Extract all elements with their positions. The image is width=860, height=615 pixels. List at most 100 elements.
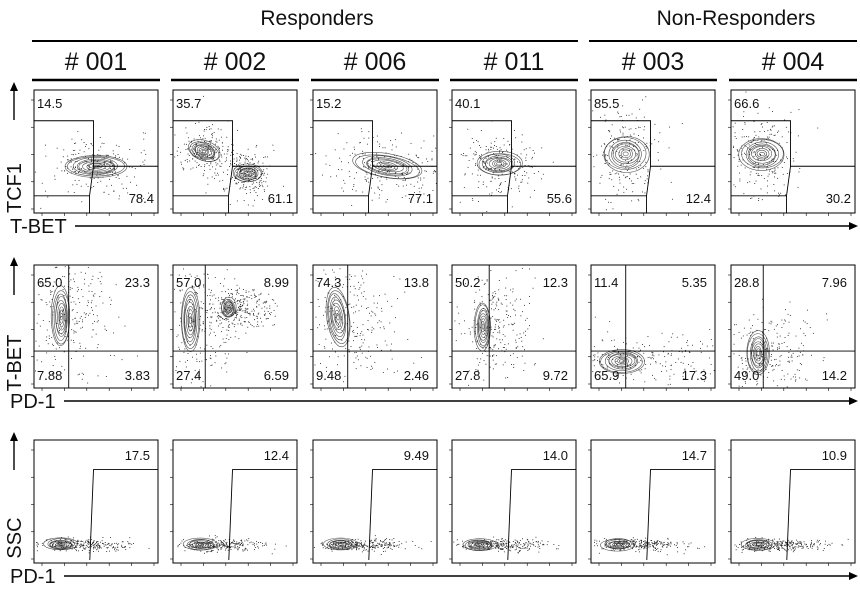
patient-label-3: # 011 — [484, 48, 545, 76]
panel-ssc-pd1-3: 14.0 — [449, 439, 577, 566]
x-axis-label-0: T-BET — [10, 216, 67, 238]
quadrant-value-upper-right: 13.8 — [404, 275, 429, 290]
panel-ssc-pd1-0: 17.5 — [31, 439, 159, 566]
gate-value-upper-left: 66.6 — [734, 96, 759, 111]
quadrant-value-upper-right: 5.35 — [682, 275, 707, 290]
panel-frame — [730, 439, 856, 564]
panel-tcf1-tbet-5: 66.6 30.2 — [728, 89, 856, 216]
ssc-gate — [646, 469, 715, 561]
gate-value-upper-left: 15.2 — [316, 96, 341, 111]
ssc-gate — [786, 469, 855, 561]
gate-value-upper-left: 85.5 — [594, 96, 619, 111]
ssc-gate — [507, 469, 576, 561]
y-arrow-head-0 — [10, 82, 18, 91]
panel-frame — [312, 89, 438, 214]
panel-frame — [312, 439, 438, 564]
panel-frame — [312, 264, 438, 389]
quadrant-value-upper-right: 7.96 — [822, 275, 847, 290]
panel-tbet-pd1-4: 11.4 5.35 65.9 17.3 — [588, 264, 716, 391]
panel-ssc-pd1-4: 14.7 — [588, 439, 716, 566]
panel-frame — [590, 89, 716, 214]
panel-tbet-pd1-2: 74.3 13.8 9.48 2.46 — [310, 264, 438, 391]
panel-frame — [451, 89, 577, 214]
quadrant-value-lower-right: 14.2 — [822, 368, 847, 383]
panel-ssc-pd1-2: 9.49 — [310, 439, 438, 566]
panel-frame — [172, 89, 298, 214]
panel-frame — [451, 439, 577, 564]
panel-tcf1-tbet-2: 15.2 77.1 — [310, 89, 438, 216]
y-axis-label-2: SSC — [4, 517, 26, 558]
quadrant-value-upper-right: 23.3 — [125, 275, 150, 290]
panel-frame — [33, 89, 159, 214]
panel-tbet-pd1-0: 65.0 23.3 7.88 3.83 — [31, 264, 159, 391]
panel-tbet-pd1-1: 57.0 8.99 27.4 6.59 — [170, 264, 298, 391]
quadrant-value-lower-left: 9.48 — [316, 368, 341, 383]
quadrant-value-upper-left: 74.3 — [316, 275, 341, 290]
y-axis-label-1: T-BET — [4, 335, 26, 392]
gate-tcf1-high — [731, 120, 791, 197]
quadrant-value-lower-right: 2.46 — [404, 368, 429, 383]
x-arrow-head-1 — [849, 397, 858, 405]
patient-label-5: # 004 — [762, 48, 825, 76]
gate-value: 14.7 — [682, 448, 707, 463]
x-arrow-head-0 — [849, 222, 858, 230]
quadrant-value-upper-left: 50.2 — [455, 275, 480, 290]
gate-value: 17.5 — [125, 448, 150, 463]
y-arrow-head-1 — [10, 257, 18, 266]
panel-frame — [33, 264, 159, 389]
panel-ssc-pd1-1: 12.4 — [170, 439, 298, 566]
panel-frame — [172, 264, 298, 389]
gate-value: 12.4 — [264, 448, 289, 463]
ssc-gate — [228, 469, 297, 561]
panel-ssc-pd1-5: 10.9 — [728, 439, 856, 566]
gate-tcf1-high — [452, 120, 512, 197]
gate-value-upper-left: 14.5 — [37, 96, 62, 111]
panel-frame — [172, 439, 298, 564]
quadrant-value-lower-right: 9.72 — [543, 368, 568, 383]
quadrant-value-upper-left: 28.8 — [734, 275, 759, 290]
gate-value-lower-right: 78.4 — [129, 191, 154, 206]
panel-tcf1-tbet-1: 35.7 61.1 — [170, 89, 298, 216]
quadrant-value-upper-left: 65.0 — [37, 275, 62, 290]
patient-label-1: # 002 — [204, 48, 267, 76]
quadrant-value-lower-left: 27.8 — [455, 368, 480, 383]
panel-frame — [730, 89, 856, 214]
gate-value: 14.0 — [543, 448, 568, 463]
patient-label-0: # 001 — [65, 48, 128, 76]
group-label-0: Responders — [260, 7, 373, 30]
panel-frame — [730, 264, 856, 389]
group-label-1: Non-Responders — [657, 7, 816, 30]
gate-value-lower-right: 12.4 — [686, 191, 711, 206]
ssc-gate — [368, 469, 437, 561]
gate-value-upper-left: 35.7 — [176, 96, 201, 111]
quadrant-value-upper-left: 57.0 — [176, 275, 201, 290]
panel-frame — [451, 264, 577, 389]
x-arrow-head-2 — [849, 572, 858, 580]
panel-frame — [590, 439, 716, 564]
quadrant-value-lower-left: 7.88 — [37, 368, 62, 383]
gate-value: 10.9 — [822, 448, 847, 463]
gate-value-lower-right: 55.6 — [547, 191, 572, 206]
quadrant-value-lower-left: 49.0 — [734, 368, 759, 383]
quadrant-value-upper-right: 8.99 — [264, 275, 289, 290]
x-axis-label-2: PD-1 — [10, 566, 56, 588]
panel-tbet-pd1-3: 50.2 12.3 27.8 9.72 — [449, 264, 577, 391]
quadrant-value-lower-right: 17.3 — [682, 368, 707, 383]
patient-label-4: # 003 — [622, 48, 685, 76]
quadrant-value-lower-right: 3.83 — [125, 368, 150, 383]
ssc-gate — [89, 469, 158, 561]
panel-tcf1-tbet-3: 40.1 55.6 — [449, 89, 577, 216]
panel-frame — [33, 439, 159, 564]
panel-tbet-pd1-5: 28.8 7.96 49.0 14.2 — [728, 264, 856, 391]
gate-value-lower-right: 30.2 — [826, 191, 851, 206]
quadrant-value-upper-left: 11.4 — [594, 275, 618, 290]
quadrant-value-lower-right: 6.59 — [264, 368, 289, 383]
quadrant-value-lower-left: 65.9 — [594, 368, 619, 383]
y-arrow-head-2 — [10, 432, 18, 441]
quadrant-value-upper-right: 12.3 — [543, 275, 568, 290]
panel-tcf1-tbet-4: 85.5 12.4 — [588, 89, 716, 216]
gate-value-upper-left: 40.1 — [455, 96, 480, 111]
x-axis-label-1: PD-1 — [10, 391, 56, 413]
y-axis-label-0: TCF1 — [4, 163, 26, 213]
